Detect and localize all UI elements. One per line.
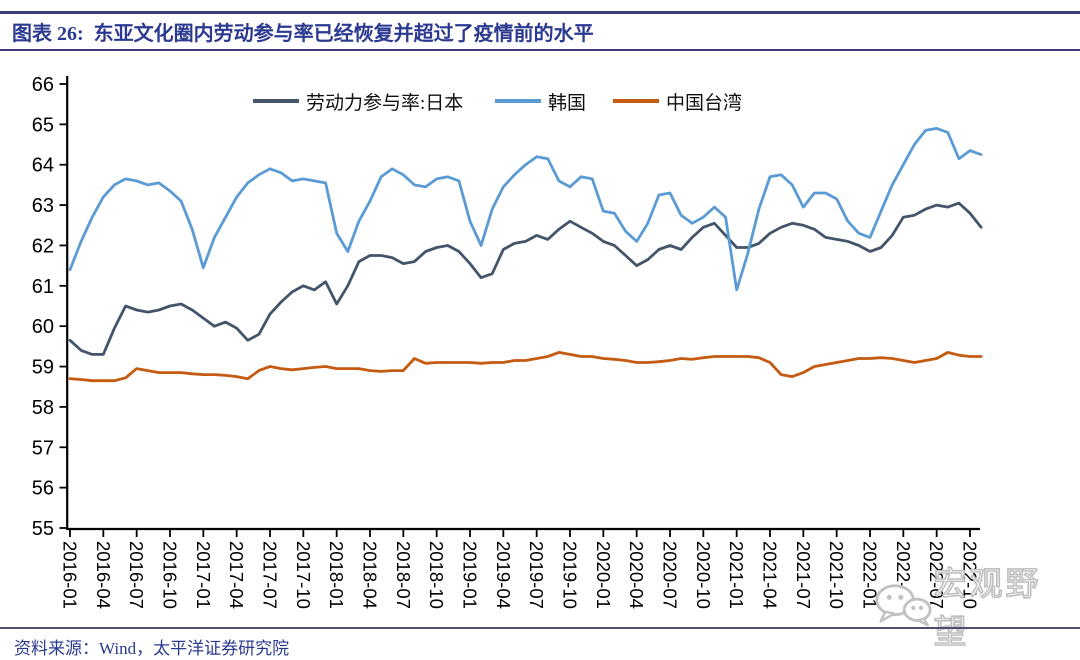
svg-text:2021-04: 2021-04 [760, 541, 781, 609]
source-note: 资料来源：Wind，太平洋证券研究院 [14, 639, 290, 658]
svg-text:2017-07: 2017-07 [260, 541, 281, 609]
svg-text:63: 63 [32, 195, 54, 217]
legend-label-japan: 劳动力参与率:日本 [306, 92, 464, 114]
svg-text:59: 59 [32, 357, 54, 379]
svg-text:2016-07: 2016-07 [126, 541, 147, 609]
legend-line-japan [253, 99, 299, 103]
svg-text:2019-10: 2019-10 [560, 541, 581, 609]
legend-item-korea: 韩国 [495, 88, 586, 114]
svg-text:2020-01: 2020-01 [593, 541, 614, 609]
svg-text:2022-07: 2022-07 [926, 541, 947, 609]
header-top-rule [0, 11, 1080, 14]
svg-text:2022-10: 2022-10 [960, 541, 981, 609]
svg-text:2016-10: 2016-10 [160, 541, 181, 609]
svg-text:56: 56 [32, 478, 54, 500]
svg-text:2017-10: 2017-10 [293, 541, 314, 609]
wechat-icon [875, 584, 932, 627]
chart-legend: 劳动力参与率:日本 韩国 中国台湾 [0, 88, 1080, 114]
svg-text:2021-01: 2021-01 [726, 541, 747, 609]
svg-text:2017-04: 2017-04 [226, 541, 247, 609]
svg-text:2021-10: 2021-10 [826, 541, 847, 609]
legend-line-korea [495, 99, 541, 103]
legend-label-korea: 韩国 [548, 92, 587, 114]
svg-text:2021-07: 2021-07 [793, 541, 814, 609]
svg-text:2018-10: 2018-10 [426, 541, 447, 609]
svg-text:2019-01: 2019-01 [460, 541, 481, 609]
svg-text:55: 55 [32, 518, 54, 540]
svg-text:2020-07: 2020-07 [660, 541, 681, 609]
legend-line-taiwan [613, 99, 659, 103]
svg-text:57: 57 [32, 437, 54, 459]
legend-label-taiwan: 中国台湾 [666, 92, 743, 114]
svg-text:2019-07: 2019-07 [526, 541, 547, 609]
svg-text:2016-04: 2016-04 [93, 541, 114, 609]
svg-text:2016-01: 2016-01 [60, 541, 81, 609]
header-bottom-rule [0, 49, 1080, 51]
svg-text:2017-01: 2017-01 [193, 541, 214, 609]
svg-text:66: 66 [32, 74, 54, 96]
svg-text:2019-04: 2019-04 [493, 541, 514, 609]
page-title: 图表 26: 东亚文化圈内劳动参与率已经恢复并超过了疫情前的水平 [12, 23, 594, 45]
svg-text:64: 64 [32, 155, 54, 177]
svg-text:2018-04: 2018-04 [360, 541, 381, 609]
svg-text:58: 58 [32, 397, 54, 419]
footer-rule [0, 627, 1080, 629]
svg-text:2018-01: 2018-01 [326, 541, 347, 609]
watermark-text: 宏观野望 [933, 566, 1042, 652]
svg-text:2020-04: 2020-04 [626, 541, 647, 609]
svg-text:60: 60 [32, 316, 54, 338]
legend-item-japan: 劳动力参与率:日本 [253, 88, 463, 114]
svg-text:2022-01: 2022-01 [860, 541, 881, 609]
svg-text:2018-07: 2018-07 [393, 541, 414, 609]
legend-item-taiwan: 中国台湾 [613, 88, 742, 114]
watermark: 宏观野望 [872, 566, 1072, 652]
svg-text:2020-10: 2020-10 [693, 541, 714, 609]
svg-text:62: 62 [32, 235, 54, 257]
svg-text:65: 65 [32, 114, 54, 136]
svg-text:61: 61 [32, 276, 54, 298]
